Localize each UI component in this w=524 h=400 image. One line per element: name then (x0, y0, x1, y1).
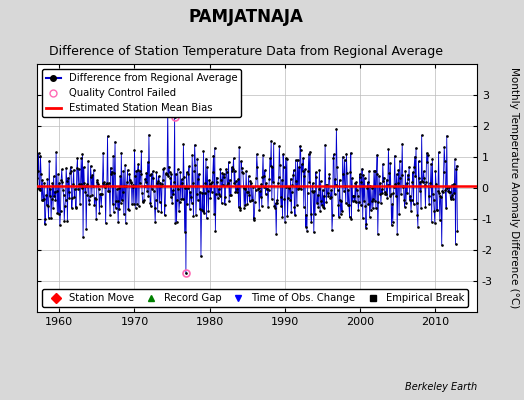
Text: Berkeley Earth: Berkeley Earth (405, 382, 477, 392)
Legend: Station Move, Record Gap, Time of Obs. Change, Empirical Break: Station Move, Record Gap, Time of Obs. C… (42, 289, 468, 307)
Text: Difference of Station Temperature Data from Regional Average: Difference of Station Temperature Data f… (49, 45, 443, 58)
Text: PAMJATNAJA: PAMJATNAJA (189, 8, 304, 26)
Y-axis label: Monthly Temperature Anomaly Difference (°C): Monthly Temperature Anomaly Difference (… (509, 67, 519, 309)
